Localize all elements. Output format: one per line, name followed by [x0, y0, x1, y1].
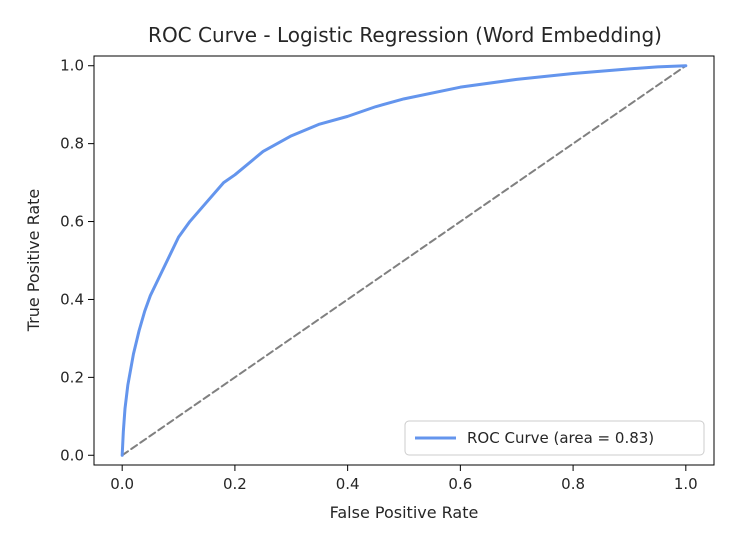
diagonal-reference-line — [121, 64, 687, 457]
x-tick-label: 0.6 — [448, 475, 472, 493]
x-tick-label: 1.0 — [674, 475, 698, 493]
chart-title: ROC Curve - Logistic Regression (Word Em… — [148, 23, 662, 47]
legend: ROC Curve (area = 0.83) — [404, 420, 705, 456]
plot-frame — [93, 55, 715, 466]
y-tick-label: 0.6 — [60, 213, 84, 231]
plot-area: 0.0 0.2 0.4 0.6 0.8 1.0 0.0 0.2 0.4 0.6 0.8 1.0 — [60, 55, 715, 493]
y-tick-label: 0.4 — [60, 290, 84, 308]
y-axis-ticks: 0.0 0.2 0.4 0.6 0.8 1.0 — [60, 57, 94, 464]
y-axis-label: True Positive Rate — [24, 189, 43, 333]
y-tick-label: 1.0 — [60, 57, 84, 75]
y-tick-label: 0.0 — [60, 446, 84, 464]
legend-label-roc-curve: ROC Curve (area = 0.83) — [467, 429, 654, 447]
y-tick-label: 0.2 — [60, 368, 84, 386]
x-tick-label: 0.8 — [561, 475, 585, 493]
series-layer — [120, 64, 688, 457]
x-tick-label: 0.0 — [110, 475, 134, 493]
x-tick-label: 0.4 — [336, 475, 360, 493]
x-axis-label: False Positive Rate — [330, 503, 479, 522]
x-axis-ticks: 0.0 0.2 0.4 0.6 0.8 1.0 — [110, 465, 698, 493]
x-tick-label: 0.2 — [223, 475, 247, 493]
roc-curve-line — [120, 64, 688, 457]
y-tick-label: 0.8 — [60, 135, 84, 153]
legend-box — [404, 420, 705, 456]
